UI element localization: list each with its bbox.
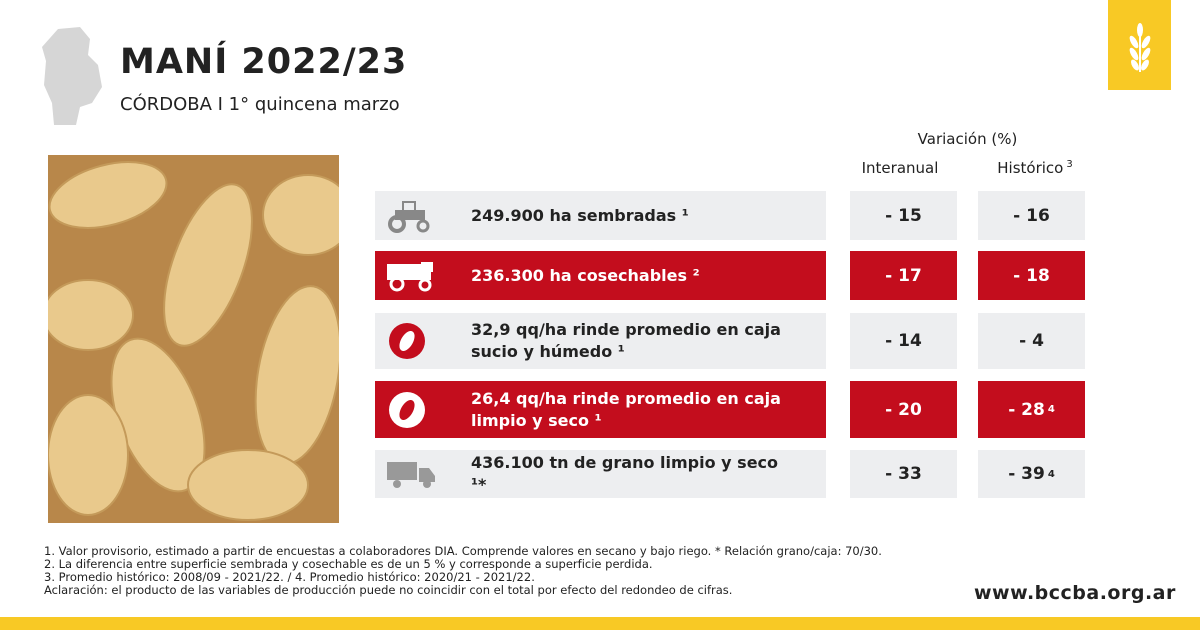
footnote: 3. Promedio histórico: 2008/09 - 2021/22… — [44, 570, 535, 584]
interanual-value: - 15 — [850, 191, 957, 240]
historico-value: - 28 — [1008, 399, 1045, 420]
row-label: 249.900 ha sembradas ¹ — [375, 191, 826, 240]
historico-value: - 16 — [1013, 205, 1050, 226]
interanual-value: - 14 — [850, 313, 957, 369]
column-header: Histórico 3 — [985, 159, 1085, 177]
footnotes: 1. Valor provisorio, estimado a partir d… — [44, 545, 882, 597]
historico-cell: - 28 4 — [978, 381, 1085, 438]
wheat-icon — [1129, 23, 1151, 72]
historico-cell: - 4 — [978, 313, 1085, 369]
historico-value: - 18 — [1013, 265, 1050, 286]
historico-note: 4 — [1047, 404, 1055, 415]
row-label: 32,9 qq/ha rinde promedio en caja sucio … — [375, 313, 826, 369]
row-label: 26,4 qq/ha rinde promedio en caja limpio… — [375, 381, 826, 438]
row-icon — [388, 200, 430, 233]
row-icon — [387, 261, 433, 291]
column-header-text: Histórico — [997, 159, 1064, 177]
logo-box — [1108, 0, 1171, 90]
column-note: 3 — [1066, 159, 1073, 170]
historico-value: - 4 — [1019, 331, 1044, 351]
row-icon — [389, 323, 425, 359]
group-header: Variación (%) — [917, 130, 1018, 148]
title: MANÍ 2022/23 — [120, 42, 408, 82]
url: www.bccba.org.ar — [974, 582, 1176, 604]
footnote: 1. Valor provisorio, estimado a partir d… — [44, 544, 882, 558]
row-icon — [387, 462, 435, 488]
footnote: 2. La diferencia entre superficie sembra… — [44, 557, 653, 571]
province-map — [42, 27, 102, 125]
interanual-value: - 33 — [850, 450, 957, 498]
interanual-value: - 20 — [850, 381, 957, 438]
column-header: Interanual — [861, 159, 939, 177]
footnote: Aclaración: el producto de las variables… — [44, 583, 733, 597]
row-icon — [389, 391, 425, 428]
historico-note: 4 — [1047, 468, 1055, 480]
historico-value: - 39 — [1008, 464, 1045, 484]
peanut-photo — [48, 155, 339, 523]
historico-cell: - 18 — [978, 251, 1085, 300]
row-label: 236.300 ha cosechables ² — [375, 251, 826, 300]
subtitle: CÓRDOBA I 1° quincena marzo — [120, 94, 400, 115]
row-label: 436.100 tn de grano limpio y seco ¹* — [375, 450, 826, 498]
historico-cell: - 39 4 — [978, 450, 1085, 498]
bottom-bar — [0, 617, 1200, 630]
interanual-value: - 17 — [850, 251, 957, 300]
historico-cell: - 16 — [978, 191, 1085, 240]
